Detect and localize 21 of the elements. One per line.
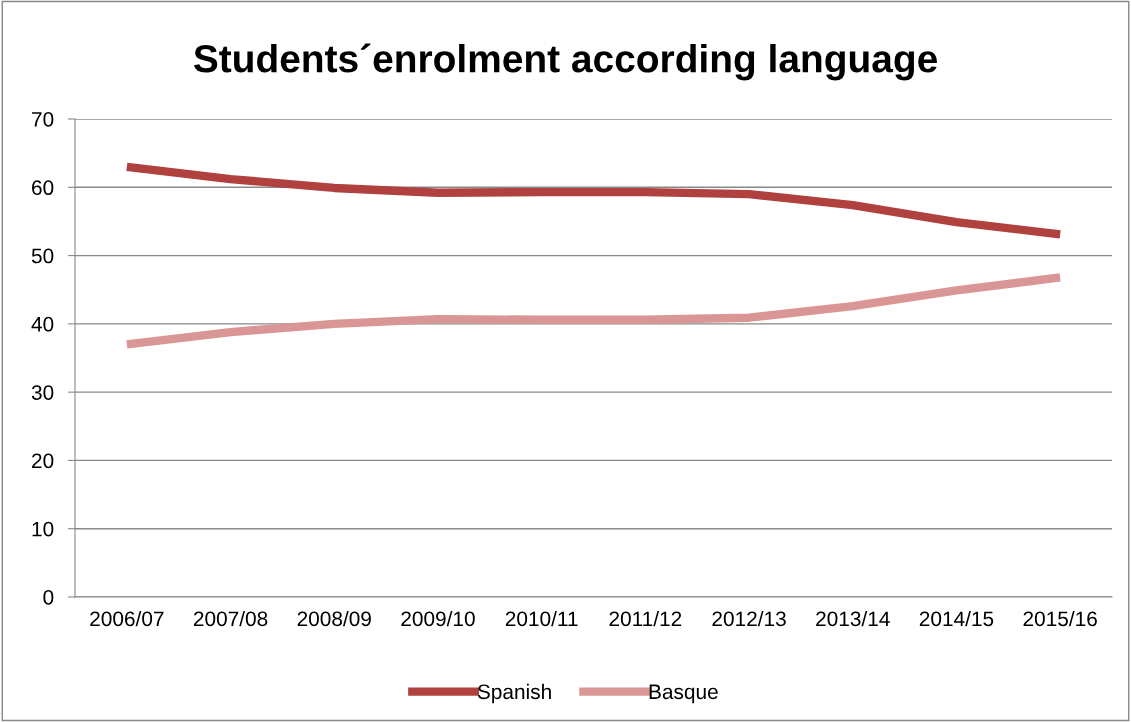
x-tick-label: 2007/08 bbox=[193, 610, 268, 627]
y-tick-label: 10 bbox=[32, 521, 54, 537]
x-tick-label: 2013/14 bbox=[816, 610, 890, 627]
x-tick-label: 2008/09 bbox=[297, 610, 371, 627]
chart-title: Students´enrolment according language bbox=[193, 43, 937, 81]
y-tick-label: 60 bbox=[32, 180, 54, 196]
y-tick-label: 50 bbox=[31, 248, 54, 264]
y-tick-label: 30 bbox=[31, 385, 54, 400]
y-tick-label: 70 bbox=[32, 112, 54, 127]
x-tick-label: 2012/13 bbox=[712, 610, 786, 627]
x-tick-label: 2009/10 bbox=[401, 610, 475, 627]
legend-label: Basque bbox=[649, 684, 718, 704]
x-tick-label: 2006/07 bbox=[90, 610, 164, 627]
x-tick-label: 2011/12 bbox=[609, 610, 682, 627]
y-tick-label: 40 bbox=[31, 316, 54, 332]
x-tick-label: 2014/15 bbox=[919, 610, 994, 627]
legend-label: Spanish bbox=[477, 683, 551, 704]
y-tick-label: 20 bbox=[32, 453, 54, 469]
y-tick-label: 0 bbox=[43, 590, 54, 605]
x-tick-label: 2015/16 bbox=[1023, 610, 1097, 627]
x-tick-label: 2010/11 bbox=[505, 610, 578, 627]
